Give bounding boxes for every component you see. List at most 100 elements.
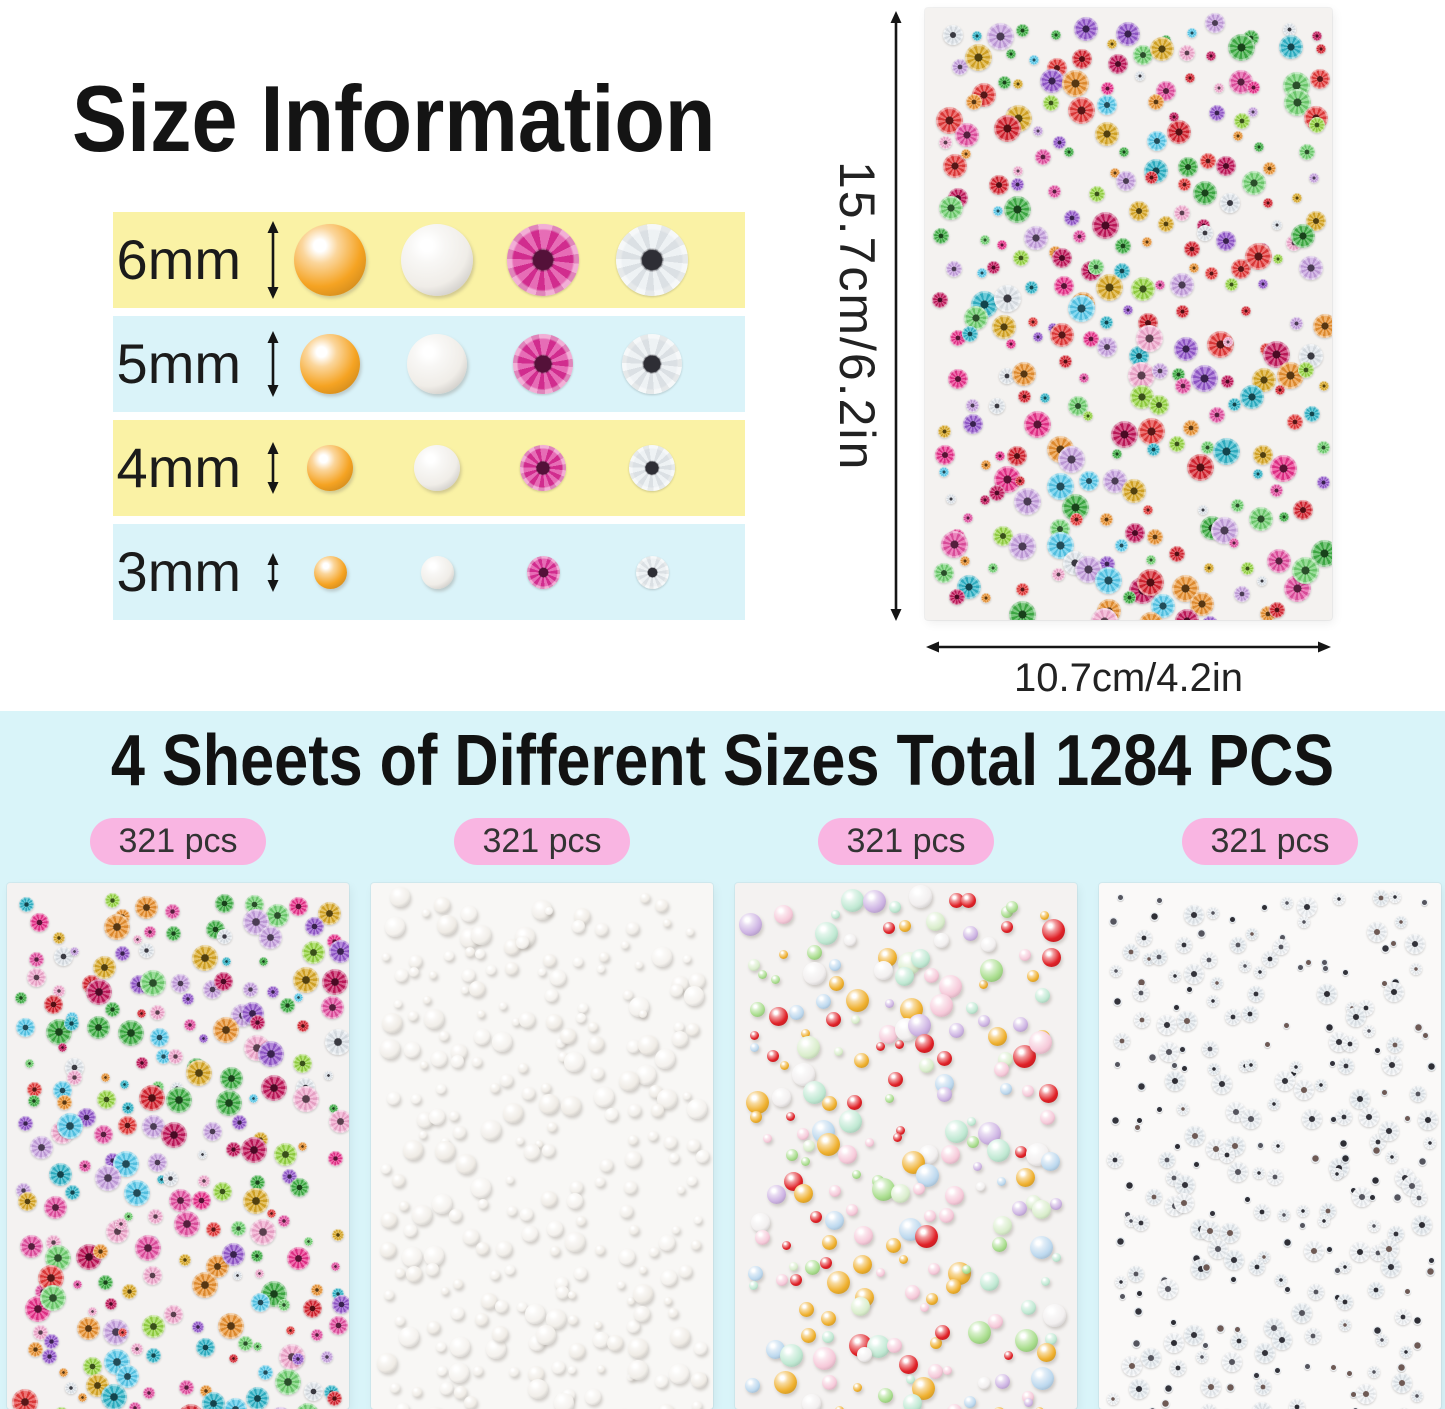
bead — [525, 1303, 546, 1324]
bead — [595, 923, 609, 937]
bead — [117, 1328, 127, 1338]
bead — [1221, 374, 1235, 388]
bead — [841, 889, 865, 913]
bead — [686, 1023, 700, 1037]
bead — [768, 1007, 788, 1027]
bead — [1020, 1300, 1036, 1316]
bead — [1397, 1407, 1410, 1409]
bead — [1304, 406, 1321, 423]
bead — [1383, 981, 1404, 1002]
pcs-badge: 321 pcs — [454, 818, 630, 865]
bead — [986, 23, 1014, 51]
bead — [1184, 1324, 1205, 1345]
bead — [26, 968, 46, 988]
bead — [181, 993, 194, 1006]
bead — [139, 969, 166, 996]
bead — [420, 555, 454, 589]
bead — [686, 1098, 707, 1119]
bead — [1278, 511, 1289, 522]
bead — [1282, 22, 1296, 36]
bead — [424, 1245, 445, 1266]
bead — [1211, 1073, 1232, 1094]
bead — [661, 1269, 678, 1286]
bead — [763, 1133, 773, 1143]
bead — [829, 958, 842, 971]
bead — [486, 965, 497, 976]
bead — [1148, 1053, 1158, 1063]
bead — [87, 1307, 97, 1317]
bead — [625, 1151, 642, 1168]
bead — [886, 1337, 902, 1353]
bead — [981, 460, 992, 471]
bead — [961, 149, 972, 160]
bead — [673, 1021, 684, 1032]
bead — [1034, 1407, 1044, 1409]
bead — [937, 425, 951, 439]
bead — [1174, 337, 1199, 362]
bead — [949, 893, 965, 909]
bead — [1380, 980, 1388, 988]
bead — [1252, 445, 1273, 466]
bead — [1329, 1115, 1337, 1123]
bead — [568, 1291, 577, 1300]
bead — [619, 1205, 633, 1219]
bead — [1412, 1340, 1422, 1350]
bead — [1007, 445, 1028, 466]
bead — [967, 1320, 991, 1344]
bead — [1234, 586, 1251, 603]
bead — [1082, 330, 1099, 347]
bead — [418, 1130, 427, 1139]
bead — [1373, 890, 1390, 907]
bead — [242, 981, 258, 997]
bead — [829, 1185, 842, 1198]
bead — [803, 1139, 816, 1152]
sheets-section: 4 Sheets of Different Sizes Total 1284 P… — [0, 711, 1445, 1409]
bead — [221, 1243, 245, 1267]
bead — [780, 1344, 804, 1368]
bead — [1303, 1241, 1324, 1262]
bead — [300, 334, 360, 394]
bead — [105, 892, 121, 908]
bead — [1230, 1276, 1238, 1284]
bead — [962, 513, 973, 524]
bead — [749, 1110, 762, 1123]
bead — [1192, 1161, 1200, 1169]
bead — [884, 1093, 894, 1103]
bead — [261, 1075, 288, 1102]
bead — [408, 955, 422, 969]
bead — [232, 1115, 248, 1131]
bead — [945, 260, 962, 277]
bead — [571, 919, 585, 933]
bead — [1298, 362, 1315, 379]
bead — [1349, 1242, 1370, 1263]
bead — [233, 1271, 243, 1281]
bead — [293, 1054, 313, 1074]
bead — [669, 1152, 680, 1163]
bead — [1051, 248, 1072, 269]
bead — [518, 1062, 529, 1073]
bead — [1274, 385, 1285, 396]
bead — [1273, 253, 1284, 264]
bead — [1367, 1281, 1384, 1298]
bead — [960, 892, 976, 908]
bead — [1128, 200, 1149, 221]
bead — [1031, 1199, 1051, 1219]
size-label: 4mm — [116, 436, 241, 499]
bead — [1316, 440, 1330, 454]
bead — [1029, 1030, 1053, 1054]
bead — [1339, 1261, 1352, 1274]
bead — [1108, 916, 1118, 926]
bead — [1136, 1116, 1144, 1124]
bead — [1158, 1278, 1179, 1299]
bead — [15, 1018, 35, 1038]
bead — [407, 334, 467, 394]
bead — [480, 1119, 501, 1140]
bead — [948, 1022, 964, 1038]
bead — [1115, 1237, 1125, 1247]
bead — [1112, 997, 1122, 1007]
sheets-section-title: 4 Sheets of Different Sizes Total 1284 P… — [110, 721, 1335, 801]
bead — [124, 1212, 134, 1222]
bead — [544, 906, 553, 915]
bead — [979, 235, 990, 246]
bead — [450, 1307, 464, 1321]
